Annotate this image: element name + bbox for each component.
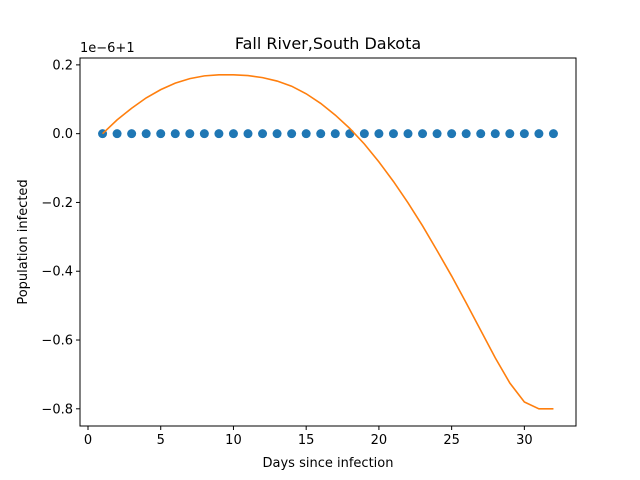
scatter-point (185, 129, 195, 139)
scatter-point (287, 129, 297, 139)
y-offset-label: 1e−6+1 (80, 41, 135, 56)
series-line (102, 74, 554, 410)
scatter-point (388, 129, 398, 139)
x-tick-label: 0 (84, 433, 92, 448)
scatter-point (432, 129, 442, 139)
scatter-point (359, 129, 369, 139)
scatter-point (228, 129, 238, 139)
x-axis-label: Days since infection (263, 456, 394, 471)
scatter-point (199, 129, 209, 139)
y-tick-label: 0.2 (52, 58, 73, 73)
scatter-point (374, 129, 384, 139)
scatter-point (476, 129, 486, 139)
y-axis: 0.2 0.0 −0.2 −0.4 −0.6 −0.8 (41, 58, 80, 417)
scatter-point (418, 129, 428, 139)
x-tick-label: 15 (298, 433, 315, 448)
scatter-point (127, 129, 137, 139)
scatter-point (258, 129, 268, 139)
x-tick-label: 30 (516, 433, 533, 448)
scatter-point (214, 129, 224, 139)
x-tick-label: 10 (225, 433, 242, 448)
scatter-point (156, 129, 166, 139)
scatter-point (490, 129, 500, 139)
y-tick-label: −0.4 (41, 265, 73, 280)
scatter-point (272, 129, 282, 139)
scatter-point (316, 129, 326, 139)
y-tick-label: −0.2 (41, 196, 73, 211)
plot-area (98, 74, 558, 410)
scatter-point (447, 129, 457, 139)
scatter-point (170, 129, 180, 139)
plot-frame (79, 57, 577, 427)
y-axis-label: Population infected (16, 179, 31, 304)
y-tick-label: −0.6 (41, 334, 73, 349)
x-tick-label: 5 (157, 433, 165, 448)
x-tick-label: 25 (443, 433, 460, 448)
x-axis: 0 5 10 15 20 25 30 (84, 426, 533, 448)
scatter-point (243, 129, 253, 139)
y-tick-label: −0.8 (41, 402, 73, 417)
x-tick-label: 20 (371, 433, 388, 448)
scatter-point (112, 129, 122, 139)
y-tick-label: 0.0 (52, 127, 73, 142)
scatter-point (548, 129, 558, 139)
scatter-point (461, 129, 471, 139)
scatter-point (330, 129, 340, 139)
scatter-point (534, 129, 544, 139)
scatter-point (301, 129, 311, 139)
scatter-point (403, 129, 413, 139)
scatter-point (505, 129, 515, 139)
scatter-point (519, 129, 529, 139)
scatter-point (345, 129, 355, 139)
chart-title: Fall River,South Dakota (235, 34, 421, 53)
scatter-point (141, 129, 151, 139)
